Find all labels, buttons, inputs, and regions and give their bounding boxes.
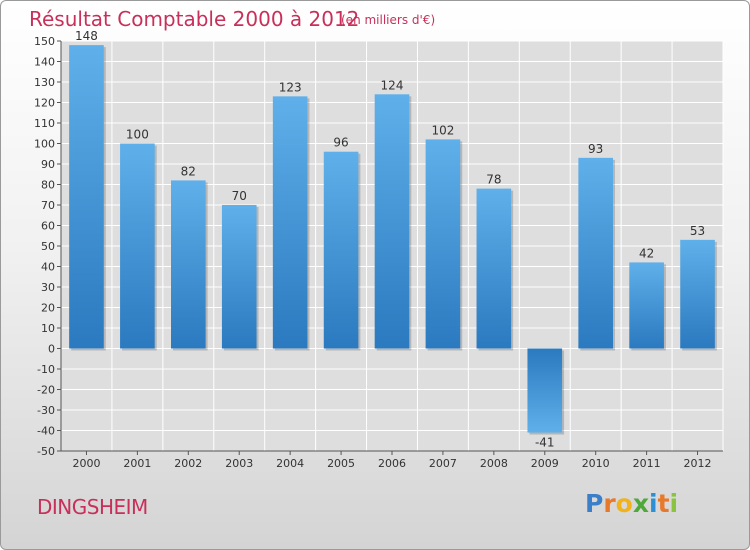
bar xyxy=(170,180,206,349)
bar xyxy=(425,139,461,349)
bar xyxy=(578,157,614,349)
x-tick-label: 2002 xyxy=(174,457,202,470)
y-tick-label: 0 xyxy=(48,343,55,356)
y-tick-label: -10 xyxy=(37,363,55,376)
y-tick-label: 40 xyxy=(41,261,55,274)
y-tick-label: -20 xyxy=(37,384,55,397)
x-tick-label: 2009 xyxy=(531,457,559,470)
y-tick-label: 80 xyxy=(41,179,55,192)
x-tick-label: 2000 xyxy=(72,457,100,470)
y-tick-label: -50 xyxy=(37,445,55,458)
x-tick-label: 2001 xyxy=(123,457,151,470)
y-tick-label: -30 xyxy=(37,404,55,417)
x-tick-label: 2007 xyxy=(429,457,457,470)
x-tick-label: 2006 xyxy=(378,457,406,470)
x-tick-label: 2011 xyxy=(633,457,661,470)
bar xyxy=(69,45,104,349)
y-tick-label: 110 xyxy=(34,117,55,130)
logo-letter: i xyxy=(669,489,679,518)
y-tick-label: 120 xyxy=(34,97,55,110)
data-label: 93 xyxy=(588,142,603,156)
y-tick-label: 150 xyxy=(34,35,55,48)
y-tick-label: 60 xyxy=(41,220,55,233)
bar xyxy=(221,205,257,349)
data-label: 82 xyxy=(181,164,196,178)
data-label: 42 xyxy=(639,246,654,260)
data-label: 100 xyxy=(126,128,149,142)
data-label: 53 xyxy=(690,224,705,238)
y-tick-label: 130 xyxy=(34,76,55,89)
proxiti-logo[interactable]: Proxiti xyxy=(585,489,678,518)
data-label: 148 xyxy=(75,29,98,43)
y-tick-label: 90 xyxy=(41,158,55,171)
logo-letter: i xyxy=(649,489,658,518)
data-label: 123 xyxy=(279,80,302,94)
y-tick-label: -40 xyxy=(37,425,55,438)
bar xyxy=(527,348,563,433)
data-label: -41 xyxy=(535,436,555,450)
chart-subtitle: (en milliers d'€) xyxy=(341,13,436,27)
logo-letter: x xyxy=(632,489,649,518)
x-tick-label: 2003 xyxy=(225,457,253,470)
y-tick-label: 140 xyxy=(34,56,55,69)
y-tick-label: 70 xyxy=(41,199,55,212)
logo-letter: o xyxy=(615,489,633,518)
bar xyxy=(680,239,715,349)
bar xyxy=(323,151,359,349)
y-tick-label: 30 xyxy=(41,281,55,294)
commune-name: DINGSHEIM xyxy=(37,495,148,519)
bar xyxy=(120,143,155,349)
data-label: 124 xyxy=(381,78,404,92)
y-tick-label: 10 xyxy=(41,322,55,335)
x-tick-label: 2012 xyxy=(684,457,712,470)
x-tick-label: 2010 xyxy=(582,457,610,470)
bar xyxy=(272,96,308,349)
x-tick-label: 2004 xyxy=(276,457,304,470)
logo-letter: P xyxy=(585,489,604,518)
bar xyxy=(374,94,410,349)
bar xyxy=(476,188,512,349)
bar xyxy=(629,262,664,349)
x-tick-label: 2008 xyxy=(480,457,508,470)
y-tick-label: 20 xyxy=(41,302,55,315)
data-label: 70 xyxy=(232,189,247,203)
logo-letter: r xyxy=(603,489,616,518)
data-label: 102 xyxy=(431,123,454,137)
logo-letter: t xyxy=(657,489,670,518)
chart-title: Résultat Comptable 2000 à 2012 xyxy=(29,7,360,31)
y-tick-label: 100 xyxy=(34,138,55,151)
y-tick-label: 50 xyxy=(41,240,55,253)
x-tick-label: 2005 xyxy=(327,457,355,470)
data-label: 78 xyxy=(486,173,501,187)
data-label: 96 xyxy=(333,136,348,150)
